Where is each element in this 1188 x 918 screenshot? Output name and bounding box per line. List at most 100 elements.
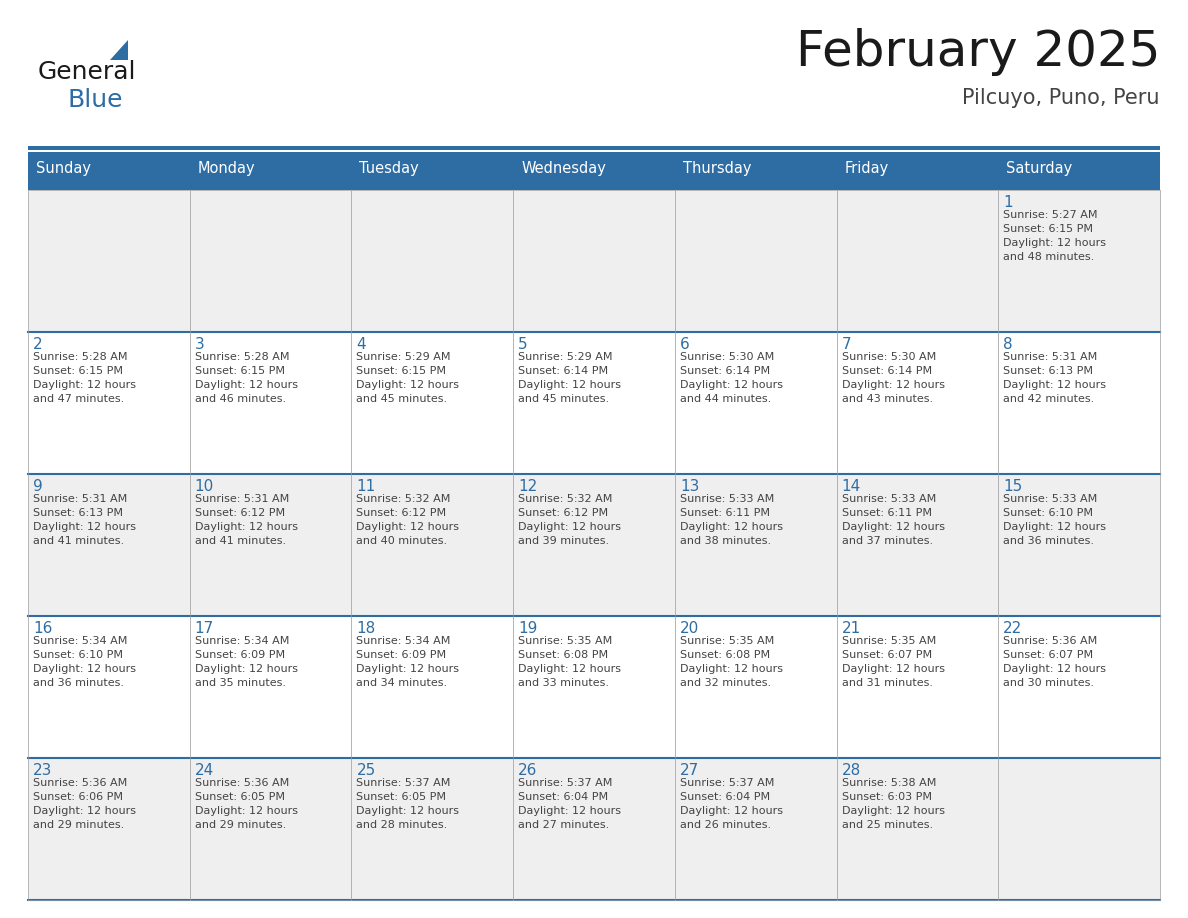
Text: Sunrise: 5:32 AM: Sunrise: 5:32 AM: [518, 494, 613, 504]
Text: 8: 8: [1004, 337, 1013, 352]
Text: General: General: [38, 60, 137, 84]
Text: Sunset: 6:10 PM: Sunset: 6:10 PM: [1004, 508, 1093, 518]
Text: Sunrise: 5:28 AM: Sunrise: 5:28 AM: [33, 352, 127, 362]
Bar: [998, 474, 1159, 616]
Text: Daylight: 12 hours: Daylight: 12 hours: [356, 380, 460, 390]
Bar: [836, 474, 998, 616]
Bar: [190, 332, 352, 474]
Bar: [190, 190, 352, 332]
Bar: [513, 474, 675, 616]
Text: 9: 9: [33, 479, 43, 494]
Text: 7: 7: [841, 337, 851, 352]
Text: and 33 minutes.: and 33 minutes.: [518, 678, 609, 688]
Text: 1: 1: [1004, 195, 1013, 210]
Text: Daylight: 12 hours: Daylight: 12 hours: [195, 522, 298, 532]
Text: 13: 13: [680, 479, 700, 494]
Text: and 37 minutes.: and 37 minutes.: [841, 536, 933, 546]
Text: Sunrise: 5:35 AM: Sunrise: 5:35 AM: [841, 636, 936, 646]
Text: 21: 21: [841, 621, 861, 636]
Bar: [29, 332, 190, 474]
Text: and 26 minutes.: and 26 minutes.: [680, 820, 771, 830]
Text: Sunset: 6:09 PM: Sunset: 6:09 PM: [195, 650, 285, 660]
Text: and 40 minutes.: and 40 minutes.: [356, 536, 448, 546]
Text: Sunrise: 5:30 AM: Sunrise: 5:30 AM: [841, 352, 936, 362]
Text: Sunrise: 5:38 AM: Sunrise: 5:38 AM: [841, 778, 936, 788]
Text: 2: 2: [33, 337, 43, 352]
Text: Sunset: 6:07 PM: Sunset: 6:07 PM: [841, 650, 931, 660]
Text: Sunset: 6:08 PM: Sunset: 6:08 PM: [680, 650, 770, 660]
Text: 23: 23: [33, 763, 52, 778]
Text: Daylight: 12 hours: Daylight: 12 hours: [518, 806, 621, 816]
Text: 10: 10: [195, 479, 214, 494]
Text: Daylight: 12 hours: Daylight: 12 hours: [518, 380, 621, 390]
Text: Sunset: 6:05 PM: Sunset: 6:05 PM: [195, 792, 285, 802]
Text: and 47 minutes.: and 47 minutes.: [33, 394, 125, 404]
Bar: [998, 190, 1159, 332]
Text: Sunrise: 5:34 AM: Sunrise: 5:34 AM: [33, 636, 127, 646]
Bar: [836, 758, 998, 900]
Text: Wednesday: Wednesday: [522, 161, 606, 176]
Bar: [998, 758, 1159, 900]
Bar: [190, 474, 352, 616]
Text: 20: 20: [680, 621, 699, 636]
Text: Friday: Friday: [845, 161, 889, 176]
Bar: [675, 474, 836, 616]
Text: and 29 minutes.: and 29 minutes.: [33, 820, 125, 830]
Text: Daylight: 12 hours: Daylight: 12 hours: [841, 380, 944, 390]
Text: Sunset: 6:13 PM: Sunset: 6:13 PM: [33, 508, 124, 518]
Bar: [29, 758, 190, 900]
Text: Daylight: 12 hours: Daylight: 12 hours: [33, 806, 135, 816]
Text: Sunrise: 5:35 AM: Sunrise: 5:35 AM: [680, 636, 775, 646]
Bar: [998, 332, 1159, 474]
Text: Thursday: Thursday: [683, 161, 751, 176]
Text: Daylight: 12 hours: Daylight: 12 hours: [195, 380, 298, 390]
Text: 3: 3: [195, 337, 204, 352]
Text: and 38 minutes.: and 38 minutes.: [680, 536, 771, 546]
Text: Pilcuyo, Puno, Peru: Pilcuyo, Puno, Peru: [962, 88, 1159, 108]
Bar: [29, 146, 1159, 150]
Text: 27: 27: [680, 763, 699, 778]
Text: Sunrise: 5:29 AM: Sunrise: 5:29 AM: [356, 352, 451, 362]
Text: and 31 minutes.: and 31 minutes.: [841, 678, 933, 688]
Text: Sunrise: 5:33 AM: Sunrise: 5:33 AM: [680, 494, 775, 504]
Text: Sunrise: 5:33 AM: Sunrise: 5:33 AM: [1004, 494, 1098, 504]
Text: February 2025: February 2025: [796, 28, 1159, 76]
Bar: [675, 332, 836, 474]
Text: Sunrise: 5:31 AM: Sunrise: 5:31 AM: [33, 494, 127, 504]
Text: Sunset: 6:03 PM: Sunset: 6:03 PM: [841, 792, 931, 802]
Text: Sunset: 6:14 PM: Sunset: 6:14 PM: [841, 366, 931, 376]
Text: Sunset: 6:11 PM: Sunset: 6:11 PM: [841, 508, 931, 518]
Text: Saturday: Saturday: [1006, 161, 1073, 176]
Bar: [29, 152, 1159, 190]
Bar: [998, 616, 1159, 758]
Text: Sunset: 6:06 PM: Sunset: 6:06 PM: [33, 792, 124, 802]
Bar: [352, 758, 513, 900]
Text: and 42 minutes.: and 42 minutes.: [1004, 394, 1094, 404]
Text: Sunset: 6:12 PM: Sunset: 6:12 PM: [195, 508, 285, 518]
Text: Sunset: 6:10 PM: Sunset: 6:10 PM: [33, 650, 124, 660]
Text: Sunset: 6:11 PM: Sunset: 6:11 PM: [680, 508, 770, 518]
Bar: [513, 332, 675, 474]
Text: and 36 minutes.: and 36 minutes.: [1004, 536, 1094, 546]
Text: Monday: Monday: [197, 161, 255, 176]
Text: Sunrise: 5:31 AM: Sunrise: 5:31 AM: [1004, 352, 1098, 362]
Text: Daylight: 12 hours: Daylight: 12 hours: [680, 664, 783, 674]
Text: Sunset: 6:08 PM: Sunset: 6:08 PM: [518, 650, 608, 660]
Text: Daylight: 12 hours: Daylight: 12 hours: [33, 664, 135, 674]
Text: Daylight: 12 hours: Daylight: 12 hours: [1004, 664, 1106, 674]
Text: Sunrise: 5:36 AM: Sunrise: 5:36 AM: [33, 778, 127, 788]
Text: 12: 12: [518, 479, 537, 494]
Text: Daylight: 12 hours: Daylight: 12 hours: [680, 380, 783, 390]
Text: Daylight: 12 hours: Daylight: 12 hours: [1004, 522, 1106, 532]
Text: Sunset: 6:13 PM: Sunset: 6:13 PM: [1004, 366, 1093, 376]
Text: 16: 16: [33, 621, 52, 636]
Text: Daylight: 12 hours: Daylight: 12 hours: [680, 806, 783, 816]
Text: and 35 minutes.: and 35 minutes.: [195, 678, 286, 688]
Text: 6: 6: [680, 337, 689, 352]
Text: Sunrise: 5:37 AM: Sunrise: 5:37 AM: [680, 778, 775, 788]
Text: Daylight: 12 hours: Daylight: 12 hours: [518, 522, 621, 532]
Text: Sunset: 6:15 PM: Sunset: 6:15 PM: [356, 366, 447, 376]
Bar: [352, 332, 513, 474]
Bar: [352, 616, 513, 758]
Text: Daylight: 12 hours: Daylight: 12 hours: [841, 806, 944, 816]
